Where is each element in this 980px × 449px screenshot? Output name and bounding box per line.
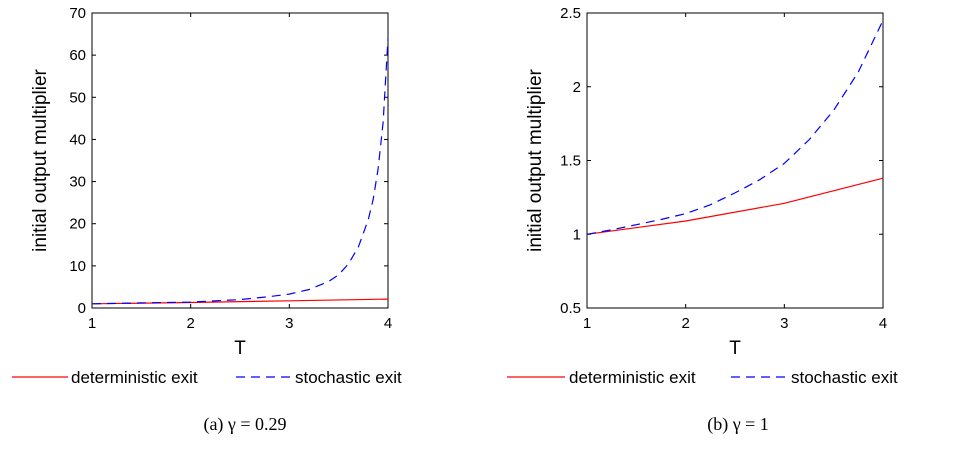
- chart-1-y-tick-label: 0.5: [560, 300, 581, 317]
- chart-1-legend-label: deterministic exit: [569, 368, 696, 387]
- chart-0-series-stochastic-line: [91, 38, 389, 305]
- chart-0-caption: (a) γ = 0.29: [203, 414, 286, 435]
- chart-0-plot-area: [91, 12, 389, 309]
- chart-1-plot-area: [586, 12, 884, 309]
- chart-0-y-axis-label: initial output multiplier: [30, 68, 51, 251]
- chart-0-x-tick-label: 1: [88, 315, 96, 332]
- chart-1-y-axis-label: initial output multiplier: [525, 68, 546, 251]
- chart-1-y-tick-label: 2: [573, 79, 581, 96]
- chart-1-caption: (b) γ = 1: [707, 414, 769, 435]
- chart-1-y-tick-label: 1: [573, 226, 581, 243]
- chart-0-x-tick-label: 2: [186, 315, 194, 332]
- chart-1-x-tick-label: 4: [879, 315, 887, 332]
- chart-0-y-tick-label: 10: [69, 258, 86, 275]
- chart-1-y-tick-label: 2.5: [560, 5, 581, 22]
- chart-0-x-tick-label: 4: [384, 315, 392, 332]
- chart-1-series-deterministic-line: [586, 177, 884, 235]
- chart-0-x-axis-label: T: [234, 338, 246, 359]
- chart-0-y-tick-label: 60: [69, 47, 86, 64]
- chart-0-y-tick-label: 0: [78, 300, 86, 317]
- chart-1-y-tick-label: 1.5: [560, 153, 581, 170]
- chart-0-series-deterministic-line: [91, 298, 389, 305]
- chart-1-x-tick-label: 1: [583, 315, 591, 332]
- chart-1-legend-label: stochastic exit: [791, 368, 898, 387]
- chart-0-y-tick-label: 70: [69, 5, 86, 22]
- chart-0-x-tick-label: 3: [285, 315, 293, 332]
- chart-0-y-tick-label: 20: [69, 216, 86, 233]
- chart-1-x-axis-label: T: [729, 338, 741, 359]
- chart-0-legend-label: stochastic exit: [295, 368, 402, 387]
- chart-0-legend-label: deterministic exit: [71, 368, 198, 387]
- chart-1-x-tick-label: 2: [681, 315, 689, 332]
- chart-0-y-tick-label: 50: [69, 89, 86, 106]
- chart-0-y-tick-label: 30: [69, 174, 86, 191]
- chart-1-x-tick-label: 3: [780, 315, 788, 332]
- chart-0-y-tick-label: 40: [69, 131, 86, 148]
- chart-1-series-stochastic-line: [586, 20, 884, 235]
